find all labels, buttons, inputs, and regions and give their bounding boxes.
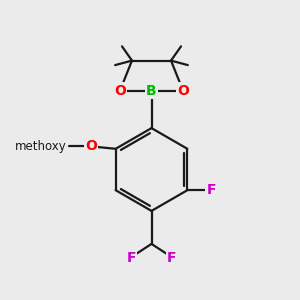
Text: F: F (127, 251, 136, 265)
Text: methoxy: methoxy (15, 140, 66, 153)
Text: O: O (177, 84, 189, 98)
Text: O: O (85, 140, 97, 153)
Text: B: B (146, 84, 157, 98)
Text: F: F (167, 251, 176, 265)
Text: F: F (207, 183, 216, 197)
Text: O: O (114, 84, 126, 98)
